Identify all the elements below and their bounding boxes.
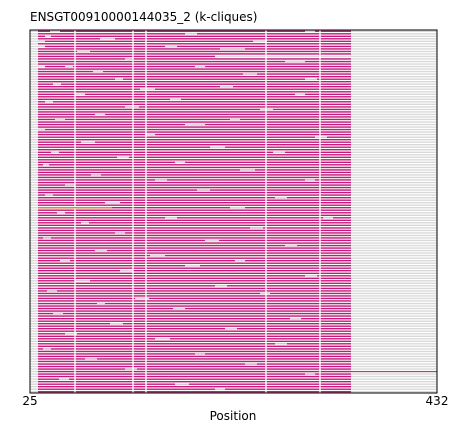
- plot-area: [30, 30, 437, 393]
- column-gap-line: [319, 30, 321, 393]
- x-axis-label: Position: [210, 409, 257, 423]
- column-gap-line: [145, 30, 147, 393]
- column-gap-line: [265, 30, 267, 393]
- plot-frame: [29, 29, 438, 394]
- x-tick-label-end: 432: [426, 394, 449, 408]
- x-tick-label-start: 25: [22, 394, 37, 408]
- column-gap-line: [132, 30, 134, 393]
- column-gap-line: [74, 30, 76, 393]
- chart-title: ENSGT00910000144035_2 (k-cliques): [30, 10, 257, 24]
